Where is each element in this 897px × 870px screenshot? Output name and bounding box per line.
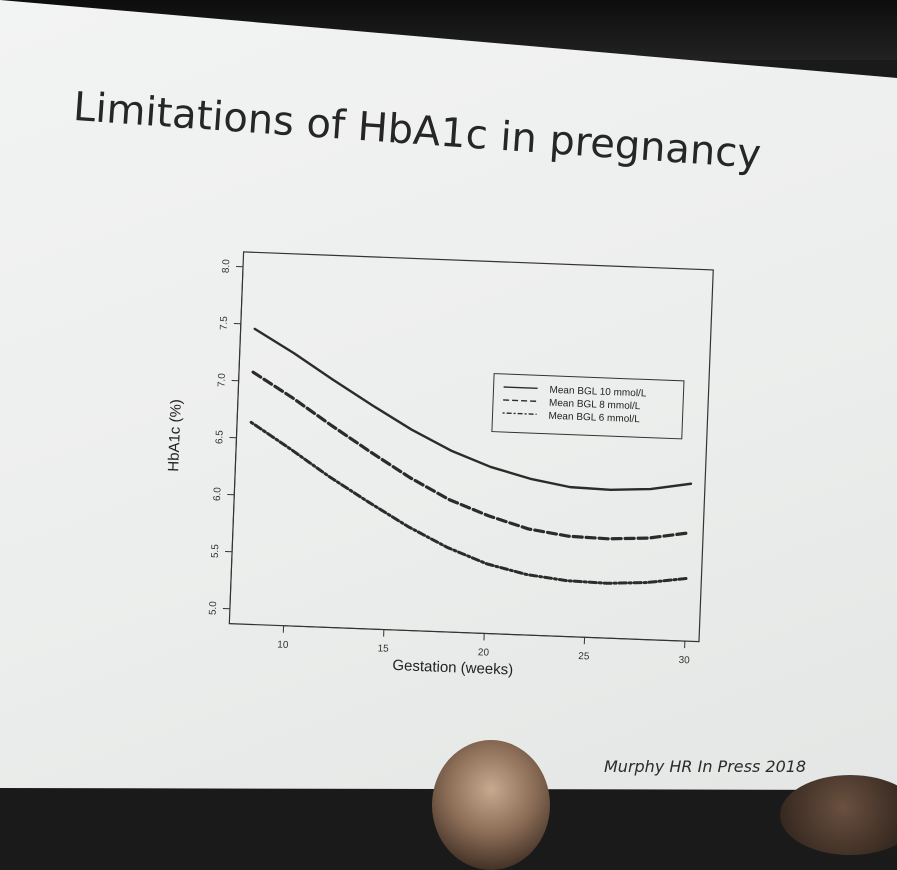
- legend-swatch-1: [504, 387, 538, 388]
- x-tick-label: 25: [578, 651, 590, 662]
- legend-swatch-3: [503, 413, 537, 414]
- y-axis-label: HbA1c (%): [165, 399, 185, 472]
- legend-label-3: Mean BGL 6 mmol/L: [548, 411, 640, 426]
- y-tick-label: 5.0: [208, 601, 220, 616]
- audience-head: [780, 775, 897, 855]
- x-tick-label: 20: [478, 647, 490, 658]
- citation-credit: Murphy HR In Press 2018: [604, 757, 806, 776]
- y-tick-label: 7.0: [216, 373, 228, 388]
- x-axis-label: Gestation (weeks): [392, 657, 513, 679]
- y-tick-label: 6.0: [212, 487, 224, 502]
- slide-title: Limitations of HbA1c in pregnancy: [72, 84, 763, 178]
- y-tick-label: 8.0: [221, 259, 233, 274]
- y-tick-label: 6.5: [214, 430, 226, 445]
- presentation-slide: Limitations of HbA1c in pregnancy 10 15 20…: [0, 0, 897, 805]
- y-axis: 5.0 5.5 6.0 6.5 7.0 7.5 8.0: [208, 259, 244, 616]
- y-tick-label: 5.5: [210, 544, 222, 559]
- series-line-3: [246, 422, 693, 586]
- hba1c-line-chart: 10 15 20 25 30 5.0 5.5 6.0 6.5 7.0 7.5 8.0 Mean BG…: [150, 240, 730, 710]
- x-tick-label: 30: [678, 655, 690, 666]
- legend-label-1: Mean BGL 10 mmol/L: [549, 385, 647, 400]
- x-tick-label: 10: [277, 639, 289, 650]
- y-tick-label: 7.5: [219, 316, 231, 331]
- series-lines: [246, 329, 697, 586]
- x-tick-label: 15: [377, 643, 389, 654]
- legend-label-2: Mean BGL 8 mmol/L: [549, 398, 641, 413]
- legend-swatch-2: [503, 400, 537, 401]
- audience-head: [432, 740, 550, 870]
